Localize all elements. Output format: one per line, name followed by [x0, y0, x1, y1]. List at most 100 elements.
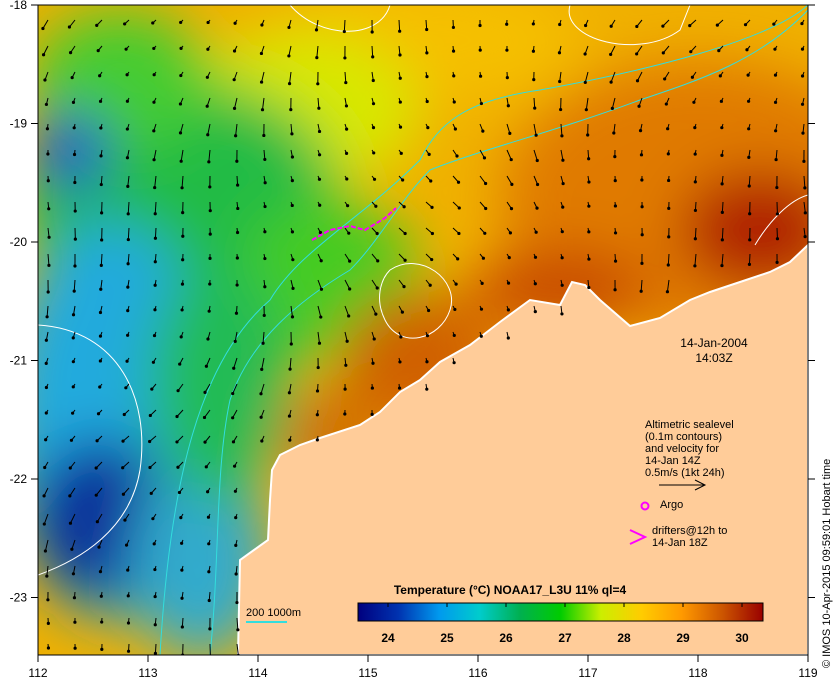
velocity-arrow-head [94, 493, 98, 497]
velocity-arrow [610, 71, 616, 83]
velocity-arrow-head [71, 336, 75, 340]
velocity-arrow-head [233, 489, 238, 493]
velocity-arrow-head [479, 307, 484, 311]
velocity-arrow-head [260, 23, 264, 27]
velocity-arrow-head [96, 412, 101, 416]
velocity-arrow [154, 227, 157, 239]
legend-line: 14-Jan 14Z [645, 455, 701, 467]
lat-tick-label: -18 [10, 0, 28, 12]
bathymetry-contours [159, 5, 808, 655]
velocity-arrow-head [126, 237, 130, 242]
velocity-arrow-head [67, 25, 72, 29]
velocity-arrow-head [534, 230, 538, 234]
velocity-arrow-head [235, 230, 240, 235]
velocity-arrow-head [262, 313, 266, 318]
velocity-arrow-head [152, 333, 157, 338]
velocity-arrow-head [454, 282, 458, 286]
velocity-arrow-head [204, 465, 208, 469]
velocity-arrow-head [152, 100, 156, 104]
velocity-arrow [533, 97, 536, 109]
velocity-arrow-head [231, 416, 235, 420]
velocity-arrow-head [126, 568, 130, 572]
velocity-arrow-head [288, 438, 292, 442]
velocity-arrow-head [232, 464, 237, 468]
velocity-arrow-head [399, 151, 403, 155]
velocity-arrow-head [43, 78, 47, 82]
velocity-arrow-head [609, 52, 613, 57]
velocity-arrow-head [345, 177, 349, 181]
velocity-arrow-head [430, 231, 434, 236]
velocity-arrow-head [452, 74, 456, 78]
velocity-arrow-head [46, 598, 50, 602]
velocity-arrow-head [47, 263, 51, 267]
velocity-arrow-head [558, 22, 562, 27]
velocity-arrow-head [71, 411, 75, 415]
velocity-arrow-head [71, 572, 76, 576]
velocity-arrow-head [803, 235, 807, 239]
velocity-arrow-head [73, 180, 77, 185]
velocity-arrow [721, 201, 724, 213]
velocity-arrow-head [583, 52, 587, 56]
velocity-arrow-head [207, 570, 211, 574]
velocity-arrow-head [533, 255, 538, 259]
velocity-arrow-head [149, 491, 153, 495]
velocity-arrow-head [290, 179, 294, 183]
velocity-arrow-head [398, 76, 402, 80]
velocity-arrow [127, 201, 130, 214]
velocity-arrow-head [376, 259, 380, 263]
velocity-arrow-head [613, 204, 618, 208]
velocity-arrow-head [291, 258, 295, 262]
velocity-arrow-head [639, 289, 643, 293]
velocity-arrow-head [453, 307, 457, 312]
velocity-arrow [611, 97, 616, 109]
legend-line: 0.5m/s (1kt 24h) [645, 467, 724, 479]
velocity-arrow-head [287, 54, 291, 58]
velocity-arrow-head [693, 152, 697, 156]
velocity-arrow-head [586, 133, 590, 137]
velocity-arrow [42, 19, 49, 29]
velocity-arrow-head [68, 466, 72, 470]
velocity-arrow-head [719, 99, 723, 103]
velocity-arrow-head [152, 129, 156, 133]
velocity-arrow-head [535, 206, 539, 210]
velocity-arrow-head [640, 261, 644, 265]
velocity-arrow [290, 305, 293, 317]
velocity-arrow-head [175, 414, 179, 419]
velocity-arrow-head [263, 157, 267, 162]
velocity-arrow-head [180, 186, 184, 190]
velocity-arrow [506, 175, 513, 185]
velocity-arrow-head [635, 24, 639, 29]
velocity-arrow-head [533, 106, 537, 110]
map-date: 14-Jan-2004 [680, 336, 748, 350]
velocity-arrow [315, 19, 319, 30]
velocity-arrow-head [206, 47, 210, 51]
velocity-arrow [317, 305, 322, 318]
velocity-arrow-head [206, 515, 211, 519]
velocity-arrow-head [746, 99, 751, 103]
velocity-arrow-head [613, 179, 617, 183]
lat-tick-label: -20 [10, 235, 28, 249]
velocity-arrow-head [123, 22, 127, 26]
velocity-arrow-head [45, 315, 49, 319]
velocity-arrow [127, 253, 130, 264]
velocity-arrow-head [179, 46, 183, 50]
velocity-arrow-head [179, 159, 183, 163]
velocity-arrow-head [775, 212, 780, 216]
velocity-arrow-head [718, 74, 722, 78]
velocity-arrow-head [263, 230, 267, 234]
velocity-arrow [233, 357, 238, 369]
velocity-arrow-head [398, 360, 402, 364]
map-time: 14:03Z [695, 351, 732, 365]
velocity-arrow-head [234, 311, 239, 315]
colorbar-tick-label: 30 [735, 631, 749, 645]
velocity-arrow-head [560, 312, 564, 316]
velocity-arrow-head [561, 205, 565, 209]
colorbar-tick-label: 26 [499, 631, 513, 645]
velocity-arrow-head [208, 627, 212, 631]
velocity-arrow-head [371, 361, 375, 365]
lon-tick-label: 112 [28, 666, 47, 680]
velocity-arrow-head [775, 237, 780, 241]
velocity-arrow-head [259, 392, 263, 396]
velocity-arrow [803, 175, 806, 188]
